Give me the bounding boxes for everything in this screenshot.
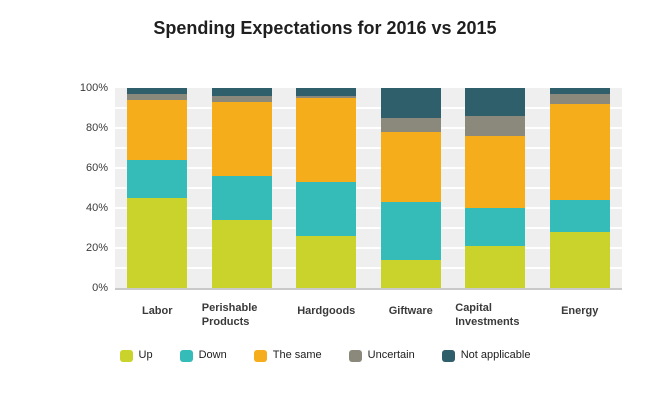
bar-segment-up[interactable] xyxy=(549,232,610,288)
category-label: Giftware xyxy=(388,305,433,317)
legend-label: The same xyxy=(272,349,322,361)
bar-column-giftware xyxy=(369,88,454,288)
plot-area xyxy=(115,88,622,290)
bar-column-energy xyxy=(538,88,623,288)
legend-swatch-the-same xyxy=(253,349,267,362)
bar-column-hardgoods xyxy=(284,88,369,288)
legend: Up Down The same Uncertain Not applicable xyxy=(0,349,650,362)
y-tick-label: 60% xyxy=(85,162,108,174)
bar-segment-the-same[interactable] xyxy=(465,136,526,208)
bars-group xyxy=(115,88,622,288)
legend-swatch-up xyxy=(119,349,133,362)
bar-segment-uncertain[interactable] xyxy=(465,116,526,136)
stacked-bar-hardgoods xyxy=(296,88,357,288)
bar-segment-the-same[interactable] xyxy=(380,132,441,202)
legend-label: Down xyxy=(198,349,227,361)
bar-column-perishable-products xyxy=(200,88,285,288)
y-tick-label: 80% xyxy=(85,122,108,134)
legend-item-not-applicable[interactable]: Not applicable xyxy=(441,349,531,362)
category-cell: Capital Investments xyxy=(453,301,538,330)
gridline xyxy=(115,127,622,129)
category-label: Perishable Products xyxy=(201,302,258,328)
bar-segment-not-applicable[interactable] xyxy=(296,88,357,96)
bar-segment-down[interactable] xyxy=(380,202,441,260)
gridline xyxy=(115,247,622,249)
y-tick-label: 0% xyxy=(92,282,108,294)
gridline xyxy=(115,167,622,169)
bar-segment-down[interactable] xyxy=(465,208,526,246)
category-label: Capital Investments xyxy=(455,302,520,328)
bar-segment-up[interactable] xyxy=(465,246,526,288)
bar-segment-uncertain[interactable] xyxy=(211,96,272,102)
x-axis-labels: Labor Perishable Products Hardgoods Giftwar… xyxy=(115,301,622,330)
bar-segment-uncertain[interactable] xyxy=(296,96,357,98)
y-tick-label: 20% xyxy=(85,242,108,254)
category-cell: Hardgoods xyxy=(284,301,369,330)
bar-column-capital-investments xyxy=(453,88,538,288)
gridline xyxy=(115,147,622,149)
bar-segment-uncertain[interactable] xyxy=(380,118,441,132)
category-label: Hardgoods xyxy=(297,305,356,317)
gridline xyxy=(115,107,622,109)
bar-segment-the-same[interactable] xyxy=(127,100,188,160)
legend-item-uncertain[interactable]: Uncertain xyxy=(348,349,415,362)
category-cell: Energy xyxy=(538,301,623,330)
gridline xyxy=(115,207,622,209)
stacked-bar-capital-investments xyxy=(465,88,526,288)
legend-swatch-uncertain xyxy=(348,349,362,362)
stacked-bar-giftware xyxy=(380,88,441,288)
bar-segment-up[interactable] xyxy=(296,236,357,288)
category-cell: Giftware xyxy=(369,301,454,330)
legend-item-up[interactable]: Up xyxy=(119,349,153,362)
bar-segment-up[interactable] xyxy=(127,198,188,288)
legend-label: Up xyxy=(138,349,153,361)
legend-swatch-down xyxy=(179,349,193,362)
stacked-bar-labor xyxy=(127,88,188,288)
stacked-bar-energy xyxy=(549,88,610,288)
legend-label: Uncertain xyxy=(367,349,415,361)
category-cell: Labor xyxy=(115,301,200,330)
bar-segment-the-same[interactable] xyxy=(296,98,357,182)
gridline xyxy=(115,187,622,189)
bar-segment-not-applicable[interactable] xyxy=(380,88,441,118)
bar-segment-the-same[interactable] xyxy=(211,102,272,176)
legend-item-down[interactable]: Down xyxy=(179,349,227,362)
legend-item-the-same[interactable]: The same xyxy=(253,349,322,362)
stacked-bar-perishable-products xyxy=(211,88,272,288)
bar-segment-down[interactable] xyxy=(549,200,610,232)
bar-column-labor xyxy=(115,88,200,288)
bar-segment-not-applicable[interactable] xyxy=(549,88,610,94)
category-cell: Perishable Products xyxy=(200,301,285,330)
bar-segment-down[interactable] xyxy=(127,160,188,198)
gridline xyxy=(115,227,622,229)
y-tick-label: 40% xyxy=(85,202,108,214)
bar-segment-up[interactable] xyxy=(380,260,441,288)
gridline xyxy=(115,267,622,269)
chart-title: Spending Expectations for 2016 vs 2015 xyxy=(153,18,497,38)
legend-swatch-not-applicable xyxy=(441,349,455,362)
category-label: Labor xyxy=(141,305,173,317)
legend-label: Not applicable xyxy=(460,349,531,361)
bar-segment-not-applicable[interactable] xyxy=(211,88,272,96)
bar-segment-not-applicable[interactable] xyxy=(465,88,526,116)
bar-segment-uncertain[interactable] xyxy=(549,94,610,104)
bar-segment-uncertain[interactable] xyxy=(127,94,188,100)
bar-segment-not-applicable[interactable] xyxy=(127,88,188,94)
bar-segment-down[interactable] xyxy=(211,176,272,220)
bar-segment-up[interactable] xyxy=(211,220,272,288)
y-tick-label: 100% xyxy=(79,82,108,94)
bar-segment-the-same[interactable] xyxy=(549,104,610,200)
bar-segment-down[interactable] xyxy=(296,182,357,236)
category-label: Energy xyxy=(561,305,599,317)
